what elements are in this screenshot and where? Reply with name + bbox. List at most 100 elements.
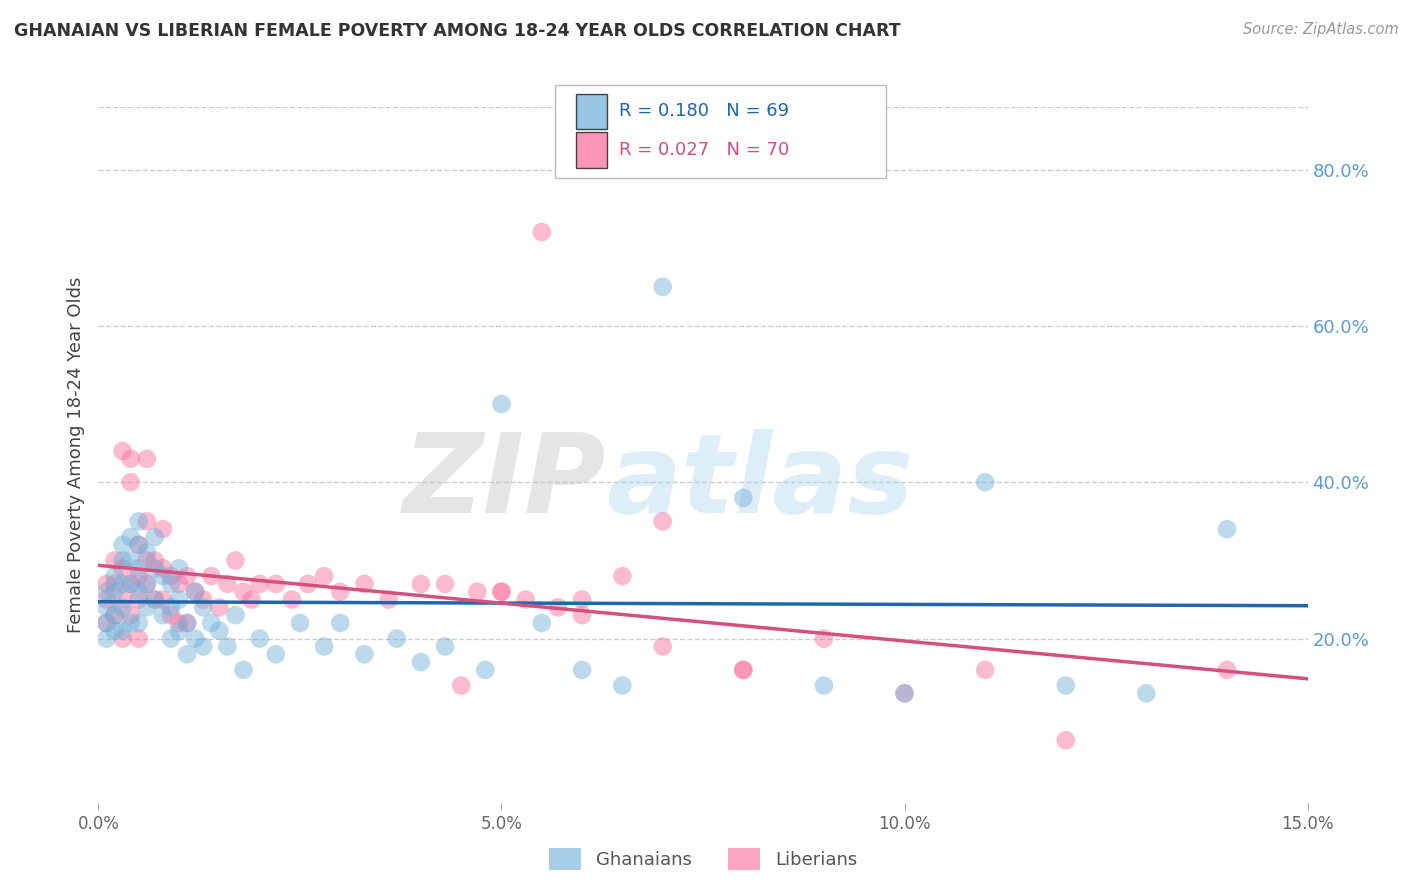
Point <box>200 569 222 583</box>
Point <box>217 640 239 654</box>
Point <box>224 608 246 623</box>
Point <box>184 584 207 599</box>
Point <box>974 475 997 490</box>
Point <box>160 632 183 646</box>
Point <box>200 615 222 630</box>
Point <box>160 569 183 583</box>
Point <box>232 663 254 677</box>
Point <box>281 592 304 607</box>
Point <box>733 663 755 677</box>
Point <box>491 397 513 411</box>
Point <box>120 530 142 544</box>
Point <box>409 577 432 591</box>
Point <box>128 592 150 607</box>
Point <box>111 553 134 567</box>
Point <box>224 553 246 567</box>
Point <box>813 679 835 693</box>
Point <box>135 514 157 528</box>
Point <box>515 592 537 607</box>
Point <box>264 577 287 591</box>
Point <box>96 615 118 630</box>
Point <box>167 624 190 638</box>
Point <box>120 577 142 591</box>
Point <box>103 608 125 623</box>
Point <box>135 546 157 560</box>
Point <box>128 584 150 599</box>
Point <box>128 514 150 528</box>
Point <box>103 608 125 623</box>
Point <box>135 577 157 591</box>
Point <box>143 592 166 607</box>
Point <box>160 600 183 615</box>
Point <box>135 577 157 591</box>
Point <box>152 569 174 583</box>
Point <box>143 592 166 607</box>
Point <box>128 561 150 575</box>
Text: Source: ZipAtlas.com: Source: ZipAtlas.com <box>1243 22 1399 37</box>
Point <box>329 615 352 630</box>
Text: atlas: atlas <box>606 429 914 536</box>
Point <box>103 569 125 583</box>
Point <box>377 592 399 607</box>
Point <box>288 615 311 630</box>
Point <box>143 553 166 567</box>
Point <box>733 663 755 677</box>
Point <box>128 615 150 630</box>
Point <box>167 561 190 575</box>
Point <box>491 584 513 599</box>
Point <box>465 584 488 599</box>
Point <box>176 647 198 661</box>
Point <box>160 608 183 623</box>
Point <box>232 584 254 599</box>
Point <box>111 538 134 552</box>
Point <box>314 640 336 654</box>
Point <box>128 632 150 646</box>
Point <box>1135 686 1157 700</box>
Point <box>96 615 118 630</box>
Point <box>111 632 134 646</box>
Point <box>974 663 997 677</box>
Point <box>176 569 198 583</box>
Point <box>96 584 118 599</box>
Point <box>167 592 190 607</box>
Point <box>612 569 634 583</box>
Point <box>128 538 150 552</box>
Point <box>314 569 336 583</box>
Point <box>474 663 496 677</box>
Point <box>530 615 553 630</box>
Text: R = 0.180   N = 69: R = 0.180 N = 69 <box>619 103 789 120</box>
Point <box>193 592 215 607</box>
Point <box>120 615 142 630</box>
Point <box>152 522 174 536</box>
Point <box>103 584 125 599</box>
Point <box>111 561 134 575</box>
Point <box>651 640 673 654</box>
Point <box>385 632 408 646</box>
Y-axis label: Female Poverty Among 18-24 Year Olds: Female Poverty Among 18-24 Year Olds <box>66 277 84 633</box>
Point <box>176 615 198 630</box>
Point <box>111 577 134 591</box>
Point <box>96 632 118 646</box>
Point <box>893 686 915 700</box>
Point <box>249 632 271 646</box>
Point <box>120 577 142 591</box>
Point <box>96 592 118 607</box>
Point <box>612 679 634 693</box>
Point <box>353 647 375 661</box>
Point <box>167 577 190 591</box>
Point <box>120 608 142 623</box>
Point <box>111 600 134 615</box>
Point <box>111 592 134 607</box>
Point <box>120 475 142 490</box>
Point <box>111 444 134 458</box>
Point <box>733 491 755 505</box>
Text: GHANAIAN VS LIBERIAN FEMALE POVERTY AMONG 18-24 YEAR OLDS CORRELATION CHART: GHANAIAN VS LIBERIAN FEMALE POVERTY AMON… <box>14 22 901 40</box>
Point <box>184 632 207 646</box>
Point <box>103 553 125 567</box>
Point <box>240 592 263 607</box>
Point <box>152 561 174 575</box>
Point <box>297 577 319 591</box>
Point <box>651 280 673 294</box>
Point <box>193 640 215 654</box>
Point <box>450 679 472 693</box>
